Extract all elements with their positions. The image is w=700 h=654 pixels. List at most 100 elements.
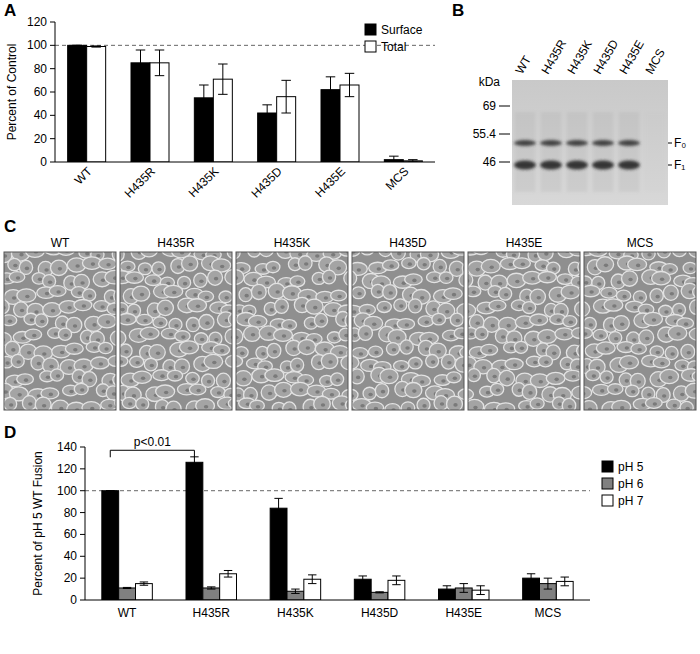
legend-label: Surface (381, 23, 423, 37)
error-cap (207, 589, 215, 590)
bar (203, 588, 220, 600)
nucleus (304, 262, 308, 266)
cell (613, 316, 629, 331)
cell (236, 252, 240, 259)
nucleus (315, 254, 319, 258)
error-stem (396, 576, 397, 585)
cell (575, 301, 580, 316)
cell (105, 270, 116, 284)
cell (164, 285, 183, 297)
cell (291, 358, 304, 372)
error-stem (463, 584, 464, 593)
cell (49, 286, 66, 297)
nucleus (181, 366, 185, 370)
nucleus (159, 322, 163, 326)
error-cap (274, 518, 282, 519)
cell (106, 386, 116, 400)
error-bar (392, 576, 400, 585)
nucleus (633, 306, 637, 310)
nucleus (432, 308, 436, 312)
error-cap (199, 85, 209, 86)
panel-label: A (4, 1, 16, 20)
error-bar (224, 570, 232, 577)
nucleus (381, 390, 385, 394)
nucleus (148, 332, 152, 336)
nucleus (532, 338, 536, 342)
nucleus (331, 253, 335, 257)
nucleus (99, 362, 103, 366)
error-cap (460, 583, 468, 584)
reference-line (85, 490, 590, 491)
nucleus (678, 309, 682, 313)
nucleus (569, 320, 573, 324)
bar (131, 63, 150, 162)
cell (608, 384, 623, 395)
nucleus (605, 376, 609, 380)
nucleus (68, 366, 72, 370)
error-bar (308, 575, 316, 584)
nucleus (420, 380, 424, 384)
cell (99, 258, 116, 269)
error-bar (375, 592, 383, 593)
error-cap (91, 45, 101, 46)
nucleus (323, 348, 327, 352)
nucleus (536, 403, 540, 407)
nucleus (605, 347, 609, 351)
y-tick (80, 600, 85, 601)
nucleus (356, 376, 360, 380)
nucleus (78, 376, 82, 380)
y-tick (80, 578, 85, 579)
error-stem (286, 80, 287, 113)
nucleus (328, 276, 332, 280)
cell (401, 402, 415, 410)
marker-tick (499, 134, 510, 135)
y-tick (50, 162, 55, 163)
nucleus (425, 347, 429, 351)
error-cap (527, 573, 535, 574)
nucleus (133, 277, 137, 281)
error-cap (218, 94, 228, 95)
cell (426, 354, 439, 367)
error-bar (274, 498, 282, 518)
nucleus (637, 348, 641, 352)
nucleus (622, 295, 626, 299)
nucleus (620, 322, 624, 326)
nucleus (366, 309, 370, 313)
marker-tick (499, 106, 510, 107)
cell (225, 270, 232, 285)
nucleus (306, 346, 310, 350)
nucleus (212, 361, 216, 365)
nucleus (490, 265, 494, 269)
error-bar (281, 80, 291, 113)
nucleus (150, 364, 154, 368)
nucleus (75, 264, 79, 268)
cell (612, 400, 631, 410)
error-stem (330, 77, 331, 103)
nucleus (30, 318, 34, 322)
nucleus (106, 263, 110, 267)
cell (562, 398, 576, 410)
error-stem (312, 575, 313, 584)
y-tick-label: 100 (27, 38, 47, 52)
nucleus (196, 389, 200, 393)
lane-smear (567, 112, 588, 192)
nucleus (546, 276, 550, 280)
nucleus (360, 404, 364, 408)
nucleus (126, 266, 130, 270)
nucleus (34, 310, 38, 314)
nucleus (286, 366, 290, 370)
cell (50, 260, 67, 275)
nucleus (133, 310, 137, 314)
error-cap (527, 582, 535, 583)
plot-area (85, 457, 590, 600)
image-bg (352, 252, 464, 410)
cell (538, 271, 556, 282)
error-cap (155, 50, 165, 51)
nucleus (252, 278, 256, 282)
legend-swatch (365, 41, 376, 52)
marker-label: 69 (483, 99, 497, 113)
error-stem (480, 586, 481, 595)
cell (25, 252, 44, 257)
cell (250, 400, 265, 410)
image-bg (584, 252, 696, 410)
